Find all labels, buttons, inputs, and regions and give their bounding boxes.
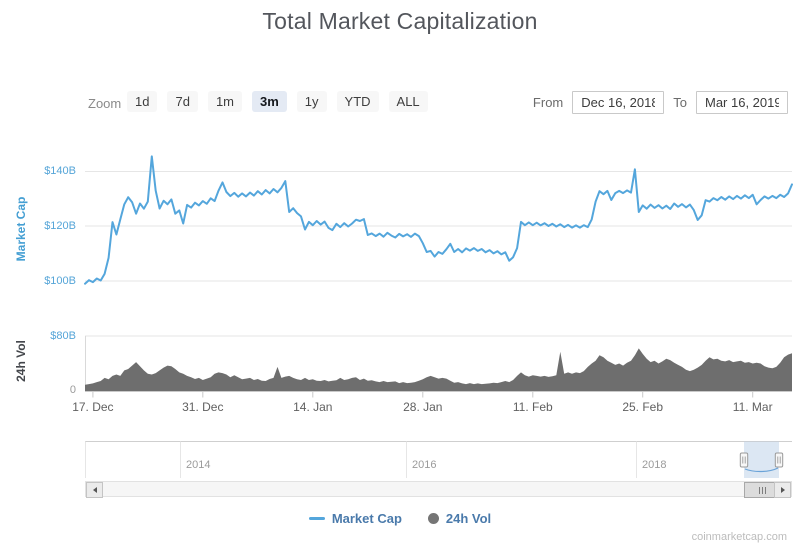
right-arrow-icon [780,487,785,493]
x-axis [85,391,792,398]
volume-series-area[interactable] [85,348,792,391]
zoom-button-7d[interactable]: 7d [167,91,198,112]
line-marker-icon [308,517,325,520]
navigator-right-handle[interactable] [774,452,784,468]
x-axis-label: 25. Feb [622,400,664,414]
market-cap-series-line[interactable] [84,155,793,285]
y-axis-label-120b: $120B [44,220,76,232]
volume-pane-gridlines [85,335,792,391]
from-date-input[interactable] [572,91,665,114]
y-axis-label-0: 0 [69,384,76,396]
y-axis-label-100b: $100B [44,275,76,287]
scrollbar-right-button[interactable] [774,482,791,498]
zoom-button-1y[interactable]: 1y [296,91,327,112]
chart-scrollbar[interactable] [85,481,792,498]
navigator-year-2016: 2016 [412,459,437,471]
market-cap-axis-title: Market Cap [14,196,28,262]
navigator-left-handle[interactable] [739,452,749,468]
zoom-button-1m[interactable]: 1m [207,91,242,112]
to-date-input[interactable] [696,91,788,114]
legend-item-24h-vol[interactable]: 24h Vol [427,511,492,526]
x-axis-label: 31. Dec [182,400,224,414]
attribution-text: coinmarketcap.com [691,531,787,543]
main-pane-gridlines [85,171,792,282]
scrollbar-left-button[interactable] [86,482,103,498]
legend-label: Market Cap [331,511,402,526]
y-axis-label-80b: $80B [50,330,76,342]
volume-axis-title: 24h Vol [14,340,28,382]
navigator[interactable] [85,441,792,479]
circle-marker-icon [427,513,439,524]
zoom-range-label: Zoom [88,96,122,111]
left-arrow-icon [92,487,97,493]
y-axis-label-140b: $140B [44,165,76,177]
x-axis-label: 28. Jan [403,400,443,414]
x-axis-label: 11. Mar [732,400,773,414]
legend-label: 24h Vol [445,511,492,526]
legend-item-market-cap[interactable]: Market Cap [308,511,402,526]
to-label: To [673,95,687,110]
x-axis-label: 11. Feb [512,400,553,414]
chart-legend: Market Cap 24h Vol [0,511,800,526]
zoom-button-group: 1d 7d 1m 3m 1y YTD ALL [127,91,428,112]
navigator-series-preview [744,467,779,473]
navigator-gridlines [180,441,637,478]
x-axis-label: 17. Dec [72,400,114,414]
zoom-button-3m[interactable]: 3m [252,91,287,112]
zoom-button-1d[interactable]: 1d [127,91,158,112]
thumb-grip-icon [761,486,763,494]
date-range-controls: From To [533,91,788,114]
zoom-button-all[interactable]: ALL [388,91,428,112]
from-label: From [532,95,564,110]
thumb-grip-icon [758,486,760,494]
thumb-grip-icon [764,486,766,494]
page-title: Total Market Capitalization [262,8,538,34]
x-axis-label: 14. Jan [293,400,333,414]
navigator-selected-range[interactable] [744,441,779,479]
navigator-year-2018: 2018 [642,459,667,471]
zoom-button-ytd[interactable]: YTD [336,91,379,112]
navigator-year-2014: 2014 [186,459,211,471]
